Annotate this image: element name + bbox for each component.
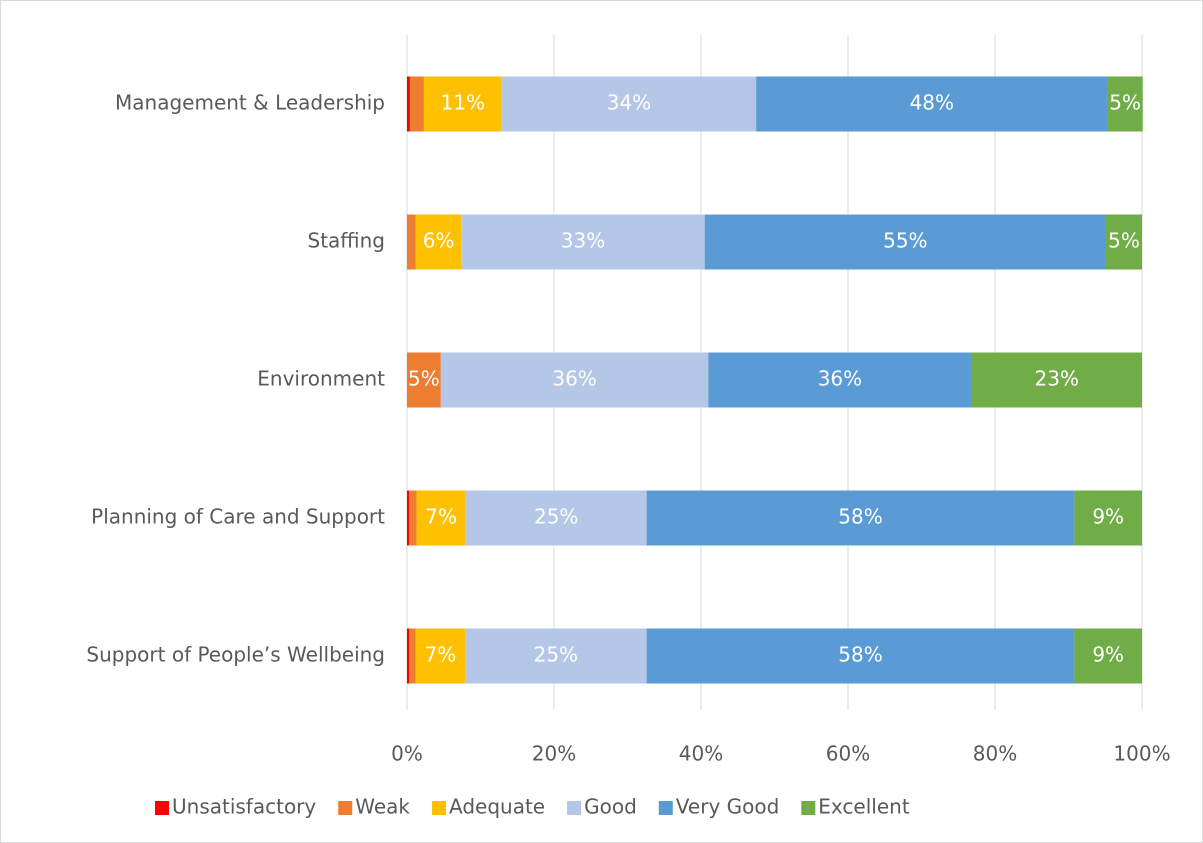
legend-label: Very Good <box>676 795 780 819</box>
legend-label: Adequate <box>449 795 545 819</box>
data-label: 25% <box>534 643 578 667</box>
data-label: 25% <box>534 505 578 529</box>
x-tick-label: 0% <box>391 742 423 766</box>
bar-segment <box>646 490 1075 546</box>
legend-label: Weak <box>355 795 410 819</box>
data-label: 55% <box>883 229 927 253</box>
y-tick-label: Staffing <box>308 229 386 253</box>
bar-segment <box>415 628 466 684</box>
legend-label: Good <box>584 795 637 819</box>
bar-segment <box>416 490 466 546</box>
data-label: 36% <box>818 367 862 391</box>
bar-segment <box>407 76 410 132</box>
x-tick-label: 80% <box>973 742 1017 766</box>
bar-segment <box>423 76 502 132</box>
bar-segment <box>409 76 424 132</box>
y-tick-label: Environment <box>257 367 385 391</box>
data-label: 5% <box>1109 91 1141 115</box>
bar-segment <box>407 490 410 546</box>
data-label: 58% <box>838 505 882 529</box>
y-tick-label: Management & Leadership <box>115 91 385 115</box>
data-label: 48% <box>910 91 954 115</box>
data-label: 6% <box>423 229 455 253</box>
bar-segment <box>756 76 1108 132</box>
data-label: 9% <box>1092 505 1124 529</box>
y-tick-label: Planning of Care and Support <box>91 505 385 529</box>
legend-label: Unsatisfactory <box>172 795 316 819</box>
bar-segment <box>971 352 1142 408</box>
x-tick-label: 40% <box>679 742 723 766</box>
data-label: 23% <box>1035 367 1079 391</box>
data-label: 36% <box>552 367 596 391</box>
data-label: 11% <box>441 91 485 115</box>
data-label: 5% <box>408 367 440 391</box>
data-label: 5% <box>1108 229 1140 253</box>
bar-segment <box>461 214 705 270</box>
bar-segment <box>1107 76 1143 132</box>
bar-segment <box>409 490 417 546</box>
legend-label: Excellent <box>818 795 910 819</box>
bar-segment <box>415 214 462 270</box>
bar-segment <box>465 490 647 546</box>
data-label: 9% <box>1092 643 1124 667</box>
data-label: 34% <box>607 91 651 115</box>
data-label: 33% <box>561 229 605 253</box>
x-tick-label: 100% <box>1113 742 1170 766</box>
y-tick-label: Support of People’s Wellbeing <box>86 643 385 667</box>
bar-segment <box>440 352 709 408</box>
bar-segment <box>704 214 1106 270</box>
bar-segment <box>407 352 441 408</box>
legend-swatch <box>567 801 582 815</box>
legend-swatch <box>155 801 169 815</box>
data-label: 7% <box>425 643 457 667</box>
x-tick-label: 60% <box>826 742 870 766</box>
bar-segment <box>501 76 757 132</box>
legend-swatch <box>658 801 673 815</box>
bar-segment <box>708 352 972 408</box>
legend-swatch <box>432 801 446 815</box>
bar-segment <box>407 628 410 684</box>
legend-swatch <box>801 801 816 815</box>
bar-segment <box>465 628 647 684</box>
bar-segment <box>407 214 416 270</box>
data-label: 58% <box>838 643 882 667</box>
x-tick-label: 20% <box>532 742 576 766</box>
bar-segment <box>1074 628 1142 684</box>
bar-segment <box>1105 214 1142 270</box>
bar-segment <box>1074 490 1142 546</box>
legend-swatch <box>338 801 353 815</box>
data-label: 7% <box>425 505 457 529</box>
bar-segment <box>646 628 1075 684</box>
bar-segment <box>409 628 416 684</box>
